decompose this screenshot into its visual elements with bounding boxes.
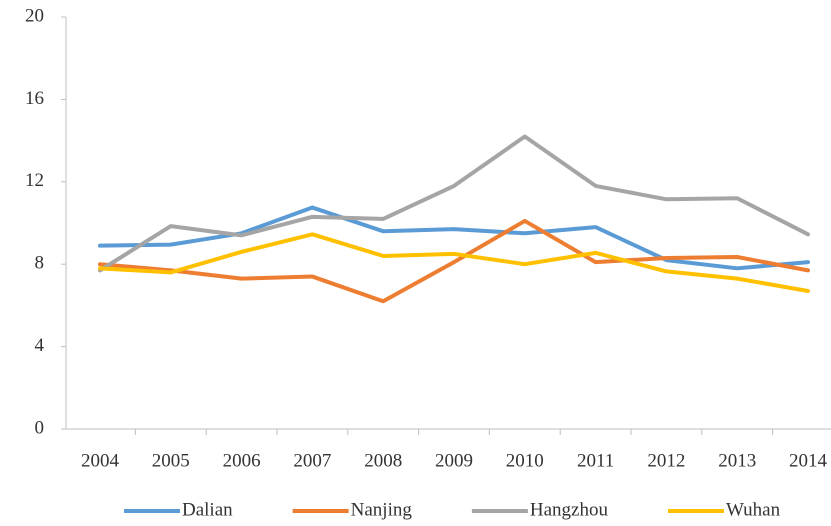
- legend-label: Hangzhou: [530, 499, 609, 520]
- legend-label: Nanjing: [351, 499, 413, 520]
- line-series: [98, 218, 810, 304]
- y-tick-label: 20: [25, 5, 44, 26]
- x-tick-label: 2010: [506, 450, 544, 471]
- line-series: [98, 205, 810, 271]
- line-series: [98, 134, 810, 273]
- x-tick-label: 2013: [718, 450, 756, 471]
- y-tick-label: 12: [25, 170, 44, 191]
- line-series: [98, 232, 810, 293]
- y-tick-label: 16: [25, 88, 44, 109]
- x-tick-label: 2007: [293, 450, 331, 471]
- x-tick-label: 2014: [789, 450, 828, 471]
- x-tick-label: 2009: [435, 450, 473, 471]
- y-tick-label: 4: [35, 335, 45, 356]
- legend-label: Wuhan: [726, 499, 781, 520]
- x-tick-label: 2005: [152, 450, 190, 471]
- x-tick-label: 2004: [81, 450, 120, 471]
- y-tick-label: 8: [35, 253, 45, 274]
- x-tick-label: 2012: [647, 450, 685, 471]
- y-tick-label: 0: [35, 417, 45, 438]
- x-tick-label: 2011: [577, 450, 614, 471]
- x-tick-label: 2008: [364, 450, 402, 471]
- x-tick-label: 2006: [223, 450, 261, 471]
- legend-label: Dalian: [182, 499, 233, 520]
